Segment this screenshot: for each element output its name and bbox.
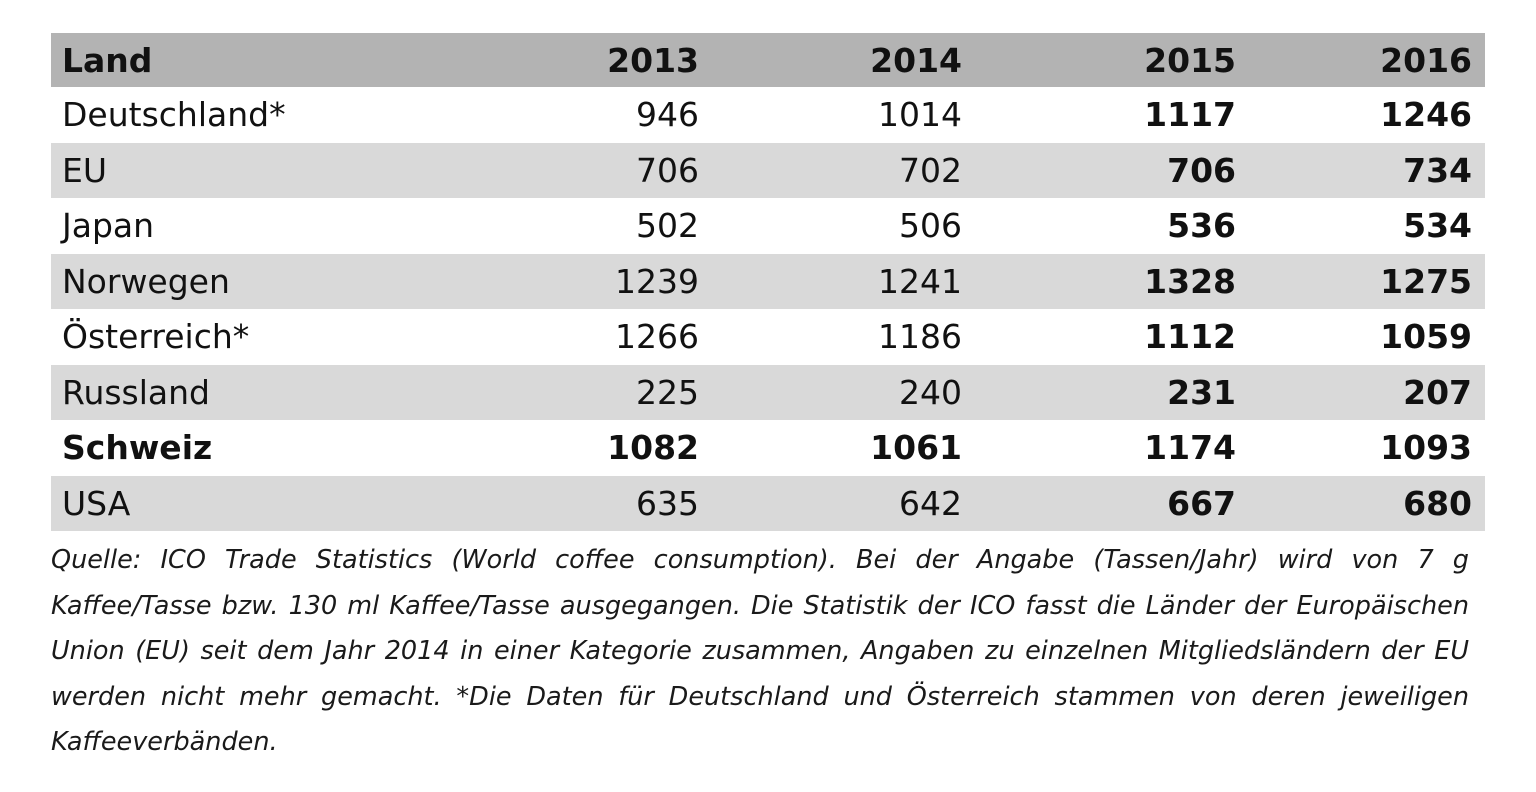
cell-land: Schweiz — [51, 420, 471, 476]
header-land: Land — [51, 33, 471, 87]
cell-2014: 1014 — [709, 87, 973, 143]
cell-land: Norwegen — [51, 253, 471, 309]
cell-2016: 680 — [1241, 475, 1485, 531]
coffee-consumption-table: Land 2013 2014 2015 2016 Deutschland* 94… — [51, 33, 1485, 531]
table-footnote: Quelle: ICO Trade Statistics (World coff… — [51, 545, 1469, 757]
cell-2015: 536 — [973, 198, 1241, 254]
cell-2015: 667 — [973, 475, 1241, 531]
cell-2013: 1082 — [471, 420, 709, 476]
cell-2014: 642 — [709, 475, 973, 531]
table-row-eu: EU 706 702 706 734 — [51, 142, 1485, 198]
cell-2013: 635 — [471, 475, 709, 531]
cell-2016: 1059 — [1241, 309, 1485, 365]
cell-2013: 1239 — [471, 253, 709, 309]
cell-land: Japan — [51, 198, 471, 254]
cell-2015: 231 — [973, 364, 1241, 420]
table-header-row: Land 2013 2014 2015 2016 — [51, 33, 1485, 87]
header-2013: 2013 — [471, 33, 709, 87]
cell-land: USA — [51, 475, 471, 531]
cell-land: EU — [51, 142, 471, 198]
cell-land: Russland — [51, 364, 471, 420]
cell-2013: 1266 — [471, 309, 709, 365]
cell-2016: 207 — [1241, 364, 1485, 420]
cell-land: Österreich* — [51, 309, 471, 365]
cell-land: Deutschland* — [51, 87, 471, 143]
cell-2013: 946 — [471, 87, 709, 143]
cell-2016: 1246 — [1241, 87, 1485, 143]
cell-2014: 1061 — [709, 420, 973, 476]
cell-2015: 1112 — [973, 309, 1241, 365]
cell-2014: 1241 — [709, 253, 973, 309]
cell-2016: 1275 — [1241, 253, 1485, 309]
header-2016: 2016 — [1241, 33, 1485, 87]
table-row-usa: USA 635 642 667 680 — [51, 475, 1485, 531]
cell-2016: 1093 — [1241, 420, 1485, 476]
cell-2016: 734 — [1241, 142, 1485, 198]
table-row-norwegen: Norwegen 1239 1241 1328 1275 — [51, 253, 1485, 309]
cell-2015: 1328 — [973, 253, 1241, 309]
table-row-deutschland: Deutschland* 946 1014 1117 1246 — [51, 87, 1485, 143]
cell-2014: 1186 — [709, 309, 973, 365]
header-2014: 2014 — [709, 33, 973, 87]
cell-2014: 506 — [709, 198, 973, 254]
table-row-russland: Russland 225 240 231 207 — [51, 364, 1485, 420]
cell-2015: 706 — [973, 142, 1241, 198]
table-row-oesterreich: Österreich* 1266 1186 1112 1059 — [51, 309, 1485, 365]
table-row-japan: Japan 502 506 536 534 — [51, 198, 1485, 254]
cell-2015: 1174 — [973, 420, 1241, 476]
cell-2013: 502 — [471, 198, 709, 254]
cell-2016: 534 — [1241, 198, 1485, 254]
cell-2014: 240 — [709, 364, 973, 420]
cell-2013: 225 — [471, 364, 709, 420]
header-2015: 2015 — [973, 33, 1241, 87]
cell-2015: 1117 — [973, 87, 1241, 143]
cell-2013: 706 — [471, 142, 709, 198]
cell-2014: 702 — [709, 142, 973, 198]
table-row-schweiz: Schweiz 1082 1061 1174 1093 — [51, 420, 1485, 476]
